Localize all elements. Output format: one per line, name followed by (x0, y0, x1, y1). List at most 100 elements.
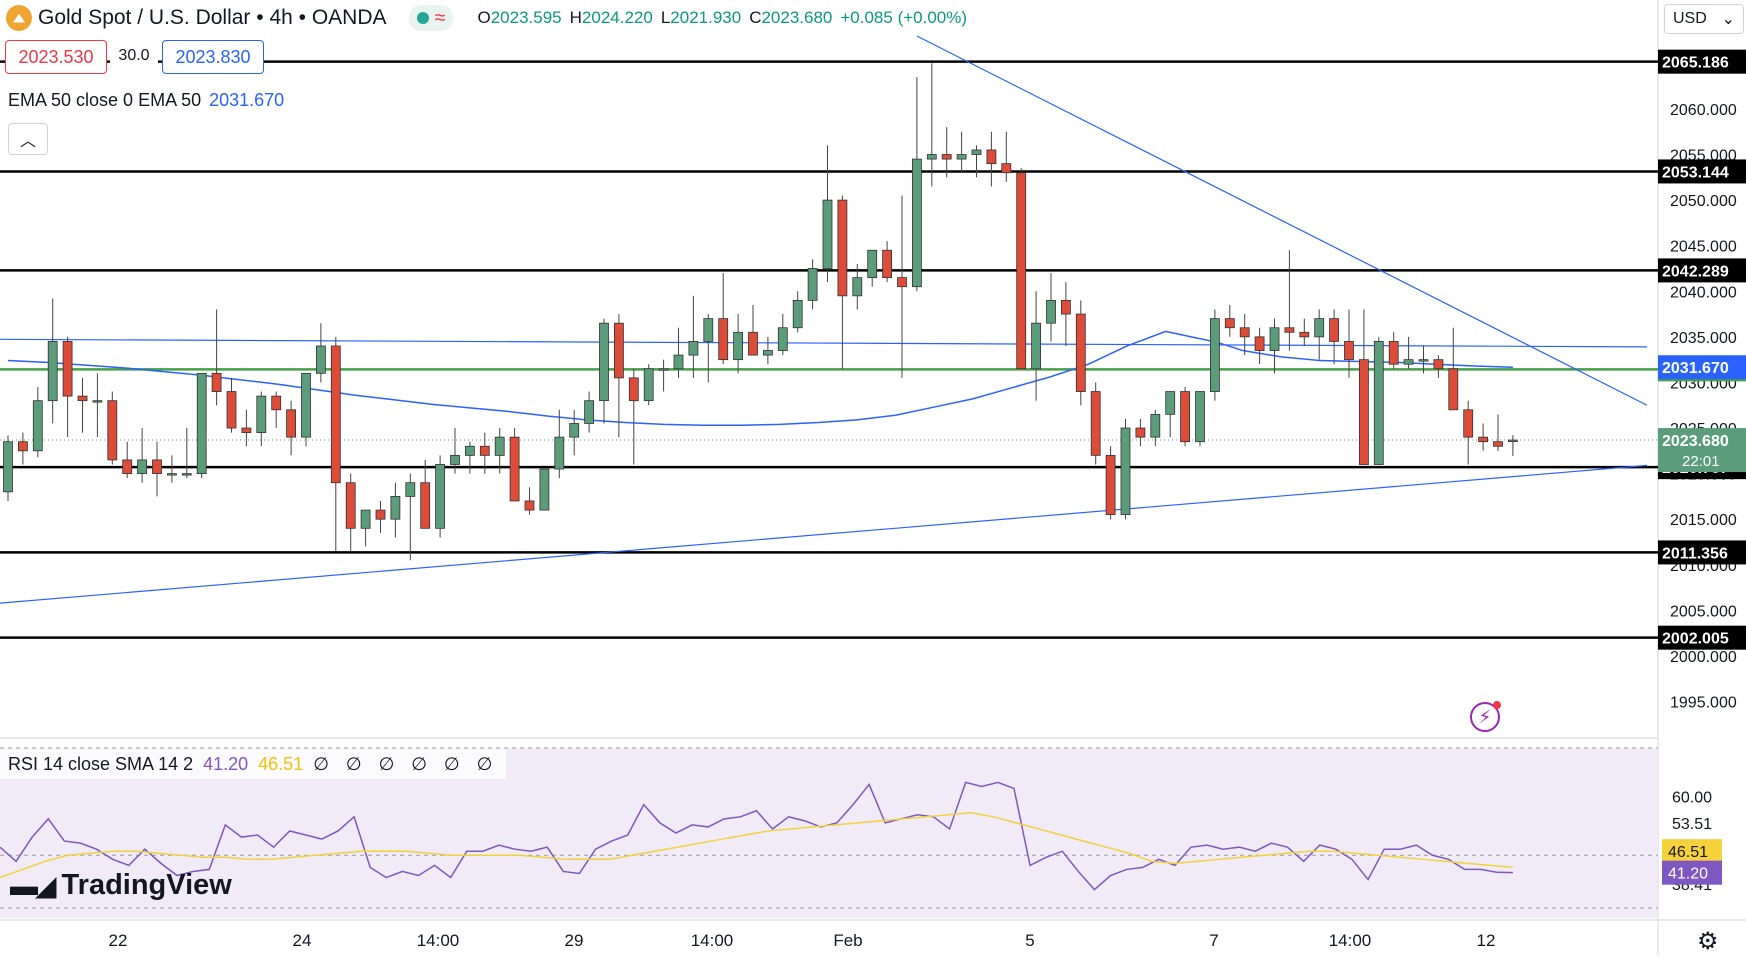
time-tick-label: 12 (1477, 931, 1496, 950)
candle-body (330, 345, 341, 484)
candle-body (777, 327, 788, 351)
ema-legend-label: EMA 50 close 0 EMA 50 (8, 90, 202, 110)
price-tick-label: 2000.000 (1670, 649, 1737, 666)
candle-body (196, 372, 207, 475)
rsi-value-badge-bg (1662, 839, 1722, 864)
candle-body (718, 318, 729, 361)
rsi-tick-label: 60.00 (1672, 790, 1712, 807)
candle-body (1299, 331, 1310, 338)
data-delay-icon: ≈ (434, 7, 446, 29)
ohlc-value: +0.085 (+0.00%) (840, 8, 968, 27)
ema-legend-value: 2031.670 (209, 90, 285, 110)
candle-body (524, 500, 535, 511)
ema-50-line (7, 330, 1513, 427)
candle-body (986, 149, 997, 165)
candle-body (479, 445, 490, 456)
candle-body (256, 395, 267, 433)
time-tick-label: 14:00 (1329, 931, 1372, 950)
candle-body (226, 391, 237, 429)
gold-symbol-icon (6, 5, 32, 31)
candle-body (1478, 436, 1488, 443)
candle-body (822, 199, 833, 269)
candle-body (1210, 318, 1220, 392)
currency-value: USD (1673, 10, 1707, 27)
rsi-sma-legend-value: 46.51 (258, 753, 304, 774)
rsi-value-badge: 41.20 (1668, 866, 1708, 883)
price-tick-label: 2045.000 (1670, 239, 1737, 256)
candle-body (1403, 359, 1414, 365)
gear-icon[interactable]: ⚙ (1697, 928, 1719, 955)
candle-body (1463, 409, 1474, 438)
candle-body (1090, 391, 1101, 456)
symbol-title[interactable]: Gold Spot / U.S. Dollar • 4h • OANDA (38, 6, 387, 29)
candle-body (1314, 318, 1325, 338)
price-tick-label: 2050.000 (1670, 193, 1737, 210)
chevron-down-icon: ⌄ (1721, 11, 1735, 28)
ohlc-value: 2021.930 (670, 8, 742, 27)
ohlc-key: O (477, 8, 491, 27)
candle-body (1344, 341, 1354, 361)
rsi-legend[interactable]: RSI 14 close SMA 14 2 41.20 46.51 ∅ ∅ ∅ … (0, 749, 507, 779)
candle-body (375, 509, 386, 520)
sell-price-button[interactable]: 2023.530 (5, 40, 107, 74)
candle-body (1135, 427, 1146, 438)
candle-body (539, 468, 550, 511)
candle-body (1016, 172, 1027, 370)
collapse-legend-button[interactable]: ︿ (8, 123, 48, 155)
candle-body (450, 454, 460, 465)
candle-body (241, 427, 252, 433)
rsi-value-badge: 46.51 (1668, 844, 1708, 861)
candle-body (584, 400, 594, 424)
flash-alert-icon[interactable]: ⚡ (1470, 701, 1501, 732)
candle-body (390, 496, 401, 520)
trend-line (0, 464, 1648, 604)
time-tick-label: 29 (565, 931, 584, 950)
rsi-tick-label: 53.51 (1672, 816, 1712, 833)
currency-select[interactable]: USD ⌄ (1664, 4, 1744, 34)
candle-body (748, 331, 758, 356)
rsi-value-badge-bg (1662, 860, 1722, 885)
candle-body (1373, 341, 1384, 465)
candle-body (912, 158, 922, 288)
candle-body (1388, 341, 1399, 365)
candle-body (435, 464, 446, 529)
time-tick-label: 24 (293, 931, 312, 950)
market-open-icon (416, 12, 429, 24)
candle-body (554, 436, 565, 470)
candle-body (345, 482, 356, 529)
candle-body (599, 322, 609, 402)
ema-legend[interactable]: EMA 50 close 0 EMA 50 2031.670 (8, 90, 284, 111)
candle-body (1508, 439, 1518, 442)
candle-body (122, 459, 133, 475)
candle-body (1061, 299, 1071, 315)
candle-body (837, 199, 848, 297)
time-tick-label: 22 (109, 931, 128, 950)
candle-body (941, 154, 952, 160)
time-tick-label: 7 (1209, 931, 1218, 950)
ohlc-value: 2024.220 (581, 8, 653, 27)
candle-body (494, 436, 505, 456)
rsi-sma-line (0, 812, 1513, 879)
candle-body (360, 509, 371, 529)
level-price-label-bg (1658, 625, 1746, 650)
candle-body (107, 400, 118, 461)
candle-body (733, 331, 743, 361)
candle-body (1239, 327, 1250, 338)
market-status-pill[interactable]: ≈ (408, 5, 454, 31)
buy-price-button[interactable]: 2023.830 (162, 40, 264, 74)
candle-body (77, 395, 88, 402)
rsi-line (0, 781, 1513, 891)
candle-body (1359, 359, 1369, 465)
candle-body (1418, 359, 1429, 362)
candle-body (1195, 391, 1205, 443)
candle-body (301, 372, 311, 438)
last-price-label-countdown: 22:01 (1682, 453, 1720, 470)
ohlc-value: 2023.680 (761, 8, 833, 27)
candle-body (181, 473, 192, 476)
level-price-label-bg (1658, 540, 1746, 565)
chevron-up-icon: ︿ (19, 133, 36, 150)
ema-price-label: 2031.670 (1662, 360, 1729, 377)
candle-body (1329, 318, 1339, 342)
candle-body (867, 249, 878, 278)
